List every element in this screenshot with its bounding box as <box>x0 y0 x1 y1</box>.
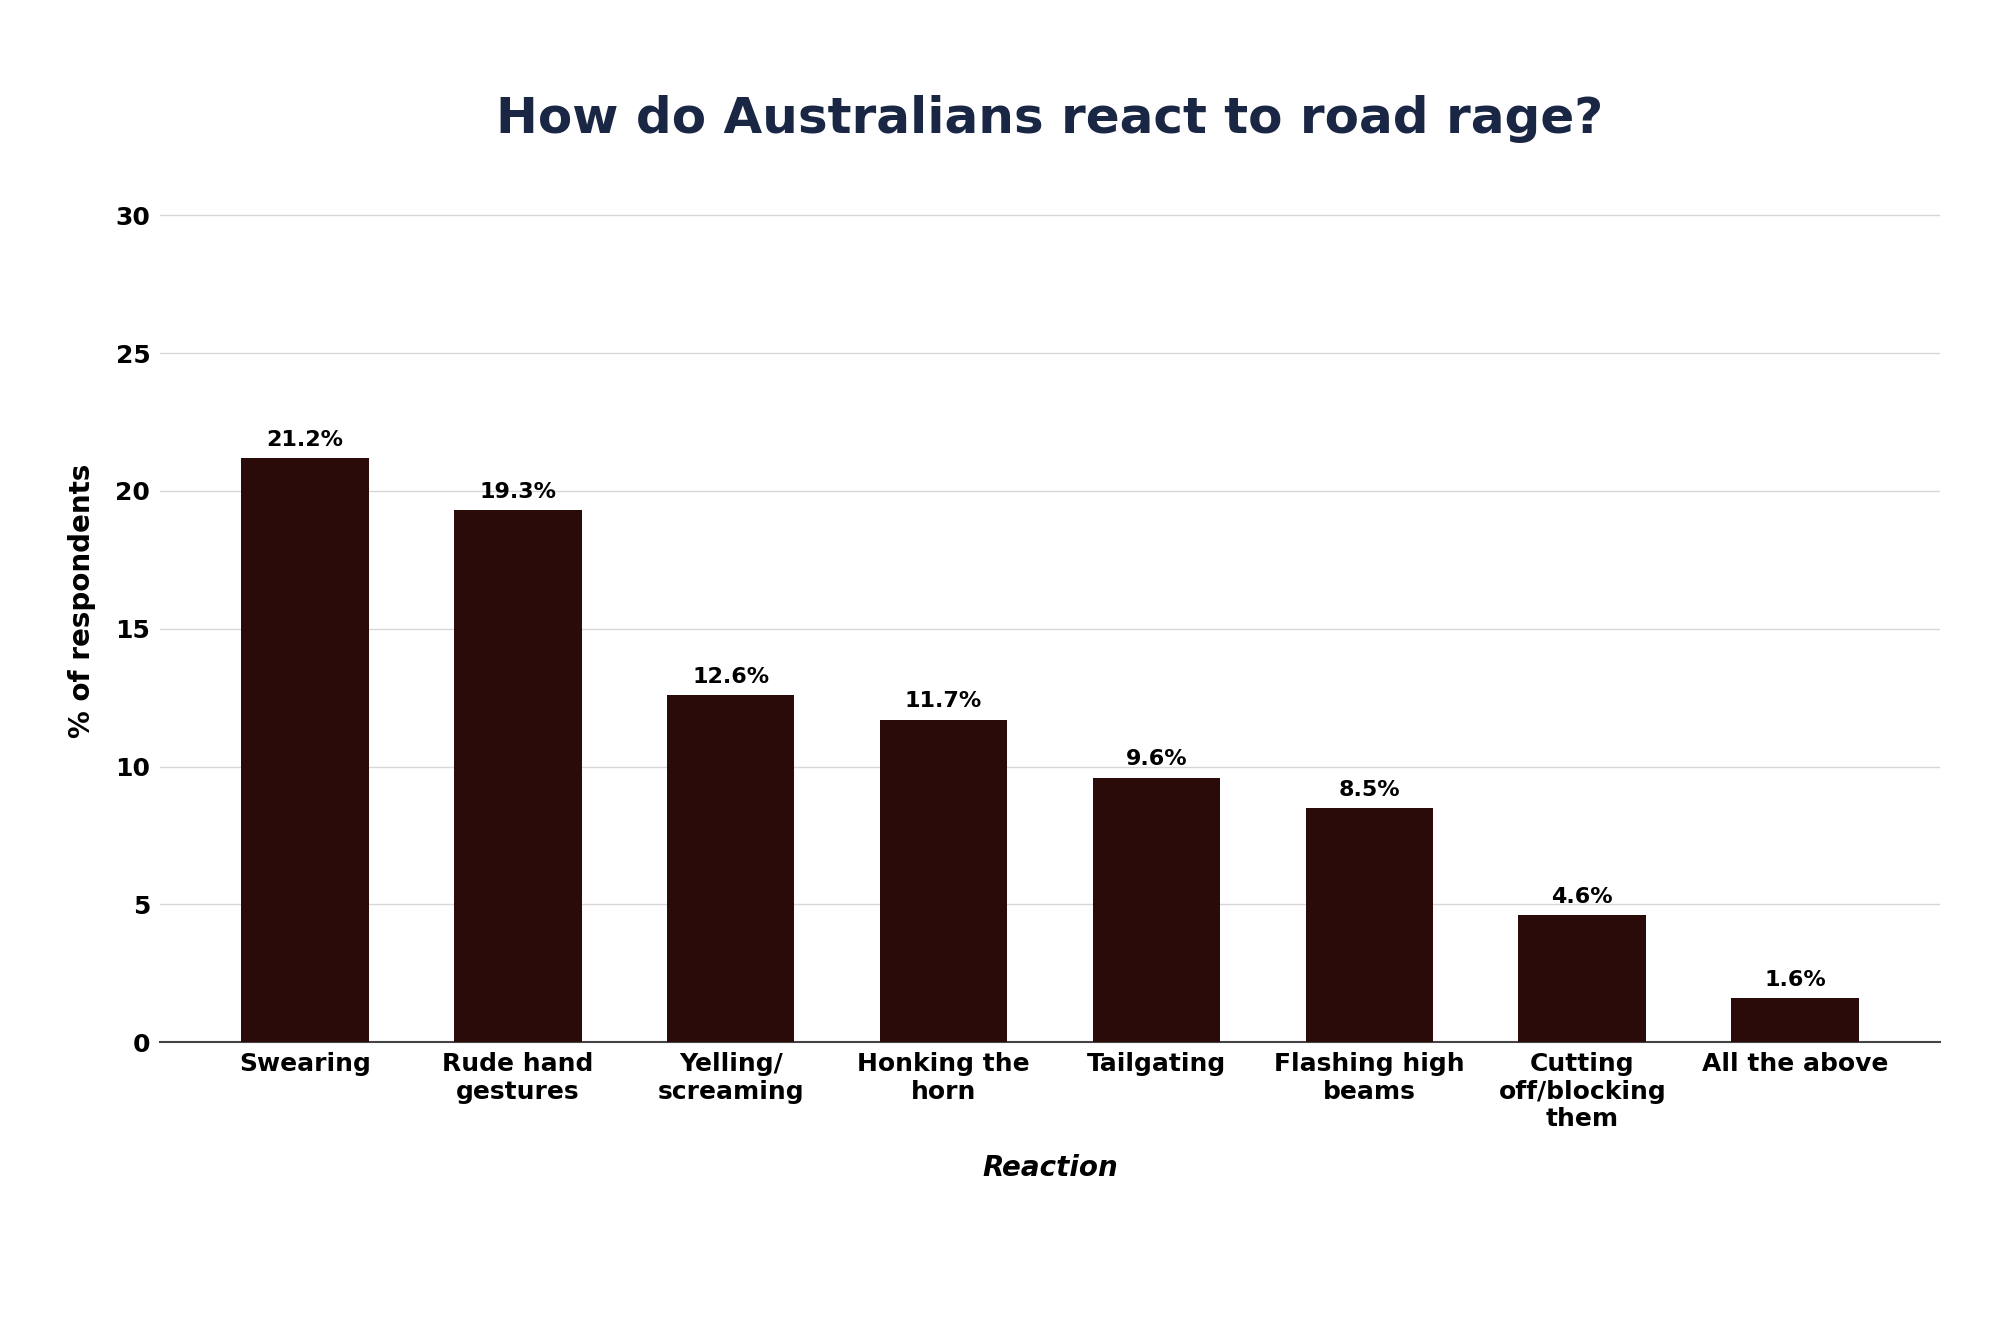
Text: 4.6%: 4.6% <box>1552 887 1614 907</box>
Text: 8.5%: 8.5% <box>1338 780 1400 799</box>
Title: How do Australians react to road rage?: How do Australians react to road rage? <box>496 95 1604 143</box>
Bar <box>1306 808 1434 1042</box>
Bar <box>1518 915 1646 1042</box>
Text: 11.7%: 11.7% <box>904 692 982 711</box>
X-axis label: Reaction: Reaction <box>982 1153 1118 1181</box>
Bar <box>880 720 1008 1042</box>
Text: 12.6%: 12.6% <box>692 667 770 687</box>
Bar <box>454 510 582 1042</box>
Bar <box>1092 778 1220 1042</box>
Bar <box>666 695 794 1042</box>
Bar <box>240 458 368 1042</box>
Text: 19.3%: 19.3% <box>480 482 556 502</box>
Text: 9.6%: 9.6% <box>1126 749 1188 770</box>
Bar <box>1732 998 1860 1042</box>
Y-axis label: % of respondents: % of respondents <box>68 464 96 739</box>
Text: 1.6%: 1.6% <box>1764 970 1826 990</box>
Text: 21.2%: 21.2% <box>266 430 344 450</box>
